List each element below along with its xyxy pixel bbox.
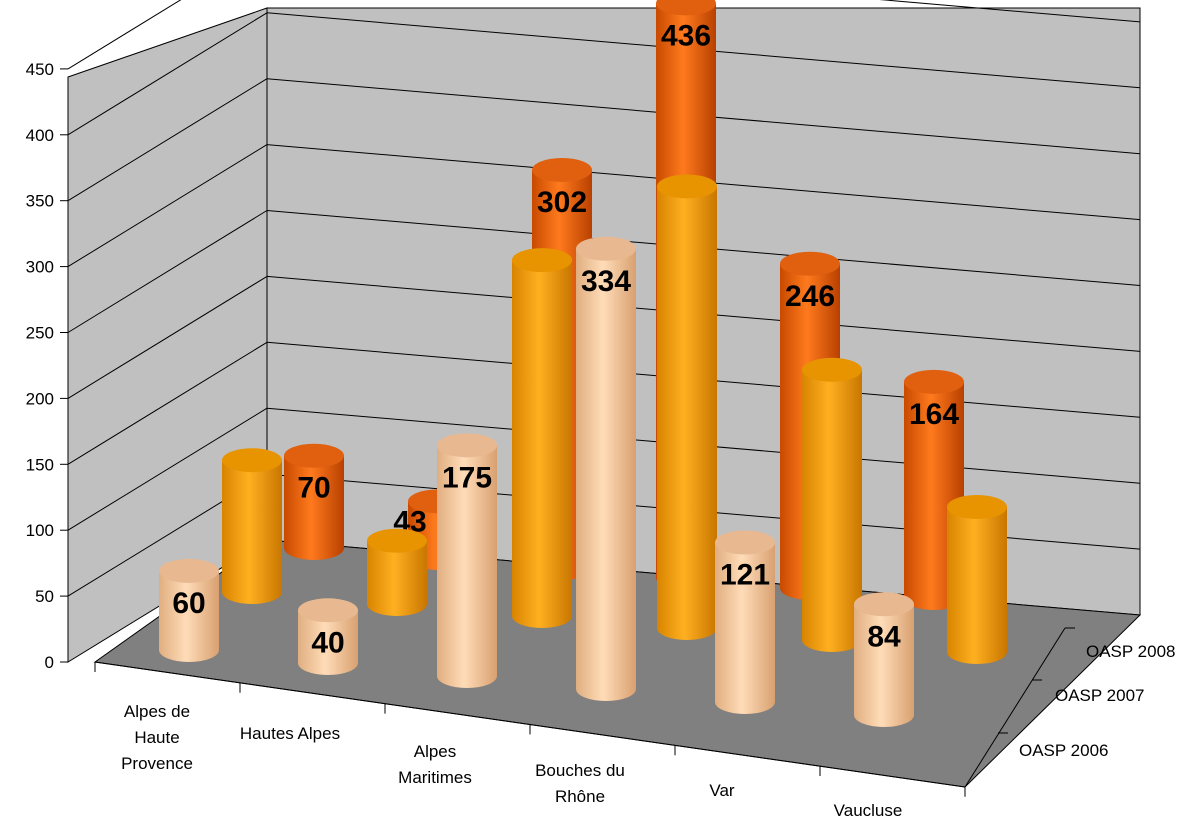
gridline-side — [67, 275, 268, 399]
cylinder-body — [437, 445, 497, 688]
data-label: 70 — [297, 472, 330, 505]
y-axis-ticks: 0 50 100 150 200 250 300 350 400 450 — [26, 60, 69, 672]
y-tick-label: 300 — [26, 258, 54, 277]
x-axis: Alpes de Haute Provence Hautes Alpes Alpes Ma… — [94, 661, 966, 820]
data-label: 60 — [172, 587, 205, 620]
y-tick-label: 200 — [26, 389, 54, 408]
cylinder-top — [715, 530, 775, 555]
cylinder-body — [715, 542, 775, 714]
x-category-label: Alpes de Haute Provence — [121, 702, 193, 773]
gridline-back — [879, 0, 1141, 23]
series-label: OASP 2008 — [1086, 642, 1175, 661]
x-category-label: Vaucluse — [834, 801, 903, 820]
cylinder-top — [284, 443, 344, 468]
y-tick-label: 150 — [26, 455, 54, 474]
cylinder-body — [367, 540, 427, 616]
cylinder-top — [159, 558, 219, 583]
data-label: 121 — [720, 559, 770, 592]
data-label: 40 — [311, 626, 344, 659]
gridline-side — [67, 78, 268, 202]
cylinder-bar — [947, 495, 1007, 664]
cylinder-body — [512, 260, 572, 628]
cylinder-top — [904, 369, 964, 394]
cylinder-top — [576, 236, 636, 261]
cylinder-bar: 121 — [715, 530, 775, 714]
cylinder-body — [802, 369, 862, 652]
y-tick-label: 350 — [26, 192, 54, 211]
cylinder-body — [657, 186, 717, 640]
gridline-side — [67, 144, 268, 268]
cylinder-body — [854, 604, 914, 727]
cylinder-body — [947, 507, 1007, 664]
data-label: 302 — [537, 186, 587, 219]
cylinder-body — [222, 460, 282, 604]
x-category-label: Alpes Maritimes — [398, 742, 472, 787]
cylinder-top — [656, 0, 716, 16]
y-tick-label: 400 — [26, 126, 54, 145]
cylinder-body — [298, 610, 358, 675]
cylinder-bar: 334 — [576, 236, 636, 701]
data-label: 436 — [661, 19, 711, 52]
cylinder-top — [657, 174, 717, 199]
data-label: 84 — [867, 620, 901, 653]
cylinder-top — [854, 592, 914, 617]
x-category-label: Hautes Alpes — [240, 724, 340, 743]
data-label: 246 — [785, 280, 835, 313]
cylinder-bar — [657, 174, 717, 640]
cylinder-top — [780, 251, 840, 276]
cylinder-bar: 70 — [284, 443, 344, 560]
cylinder-bar — [222, 448, 282, 604]
data-label: 334 — [581, 265, 631, 298]
cylinder-top — [802, 357, 862, 382]
cylinder-top — [367, 528, 427, 553]
y-tick-label: 100 — [26, 521, 54, 540]
cylinder-top — [437, 433, 497, 458]
gridline-side — [67, 12, 268, 136]
series-label: OASP 2007 — [1055, 686, 1144, 705]
cylinder-top — [512, 248, 572, 273]
cylinder-bar — [367, 528, 427, 616]
gridline-side — [67, 341, 268, 465]
cylinder-bar: 40 — [298, 598, 358, 675]
cylinder-bar: 60 — [159, 558, 219, 662]
data-label: 175 — [442, 461, 492, 494]
cylinder-top — [222, 448, 282, 473]
cylinder-body — [284, 455, 344, 560]
y-tick-label: 250 — [26, 324, 54, 343]
cylinder-bar: 84 — [854, 592, 914, 727]
cylinder-body — [159, 570, 219, 662]
cylinder-top — [532, 157, 592, 182]
y-tick-label: 50 — [35, 587, 54, 606]
gridline-side — [67, 407, 268, 531]
depth-axis: OASP 2008 OASP 2007 OASP 2006 — [964, 627, 1175, 788]
cylinder-top — [947, 495, 1007, 520]
x-category-label: Bouches du Rhône — [535, 761, 625, 806]
data-label: 164 — [909, 398, 959, 431]
x-category-label: Var — [709, 781, 735, 800]
gridline-side — [67, 210, 268, 333]
cylinder-bar — [512, 248, 572, 628]
series-label: OASP 2006 — [1019, 741, 1108, 760]
cylinder-top — [298, 598, 358, 623]
y-tick-label: 450 — [26, 60, 54, 79]
gridline-side — [67, 0, 182, 70]
cylinder-body — [576, 248, 636, 701]
cylinder-bar — [802, 357, 862, 652]
y-tick-label: 0 — [45, 653, 54, 672]
cylinder-bar: 175 — [437, 433, 497, 688]
depth-axis-line — [964, 627, 1066, 788]
